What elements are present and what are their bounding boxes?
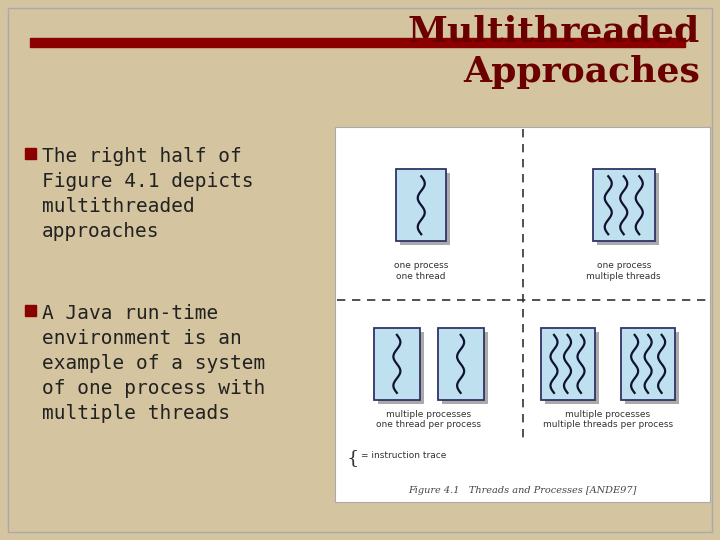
Text: Multithreaded: Multithreaded — [408, 15, 700, 49]
Bar — [378, 332, 424, 404]
Text: one process
one thread: one process one thread — [394, 261, 449, 281]
Text: = instruction trace: = instruction trace — [361, 451, 446, 461]
Bar — [541, 328, 595, 400]
Bar — [400, 173, 450, 245]
Bar — [621, 328, 675, 400]
Bar — [441, 332, 487, 404]
Bar — [335, 127, 710, 502]
Text: multiple processes
multiple threads per process: multiple processes multiple threads per … — [543, 410, 673, 429]
Bar — [25, 305, 36, 316]
Bar — [438, 328, 484, 400]
Bar — [25, 148, 36, 159]
Bar — [625, 332, 679, 404]
Text: The right half of
Figure 4.1 depicts
multithreaded
approaches: The right half of Figure 4.1 depicts mul… — [42, 147, 253, 241]
Bar — [30, 38, 685, 47]
Bar — [396, 169, 446, 241]
Text: Figure 4.1   Threads and Processes [ANDE97]: Figure 4.1 Threads and Processes [ANDE97… — [408, 486, 636, 495]
Text: {: { — [347, 449, 359, 468]
Text: Approaches: Approaches — [463, 55, 700, 89]
Bar — [544, 332, 598, 404]
Bar — [593, 169, 654, 241]
Text: A Java run-time
environment is an
example of a system
of one process with
multip: A Java run-time environment is an exampl… — [42, 304, 265, 423]
Text: multiple processes
one thread per process: multiple processes one thread per proces… — [377, 410, 481, 429]
Bar — [374, 328, 420, 400]
Text: one process
multiple threads: one process multiple threads — [586, 261, 661, 281]
Bar — [597, 173, 659, 245]
